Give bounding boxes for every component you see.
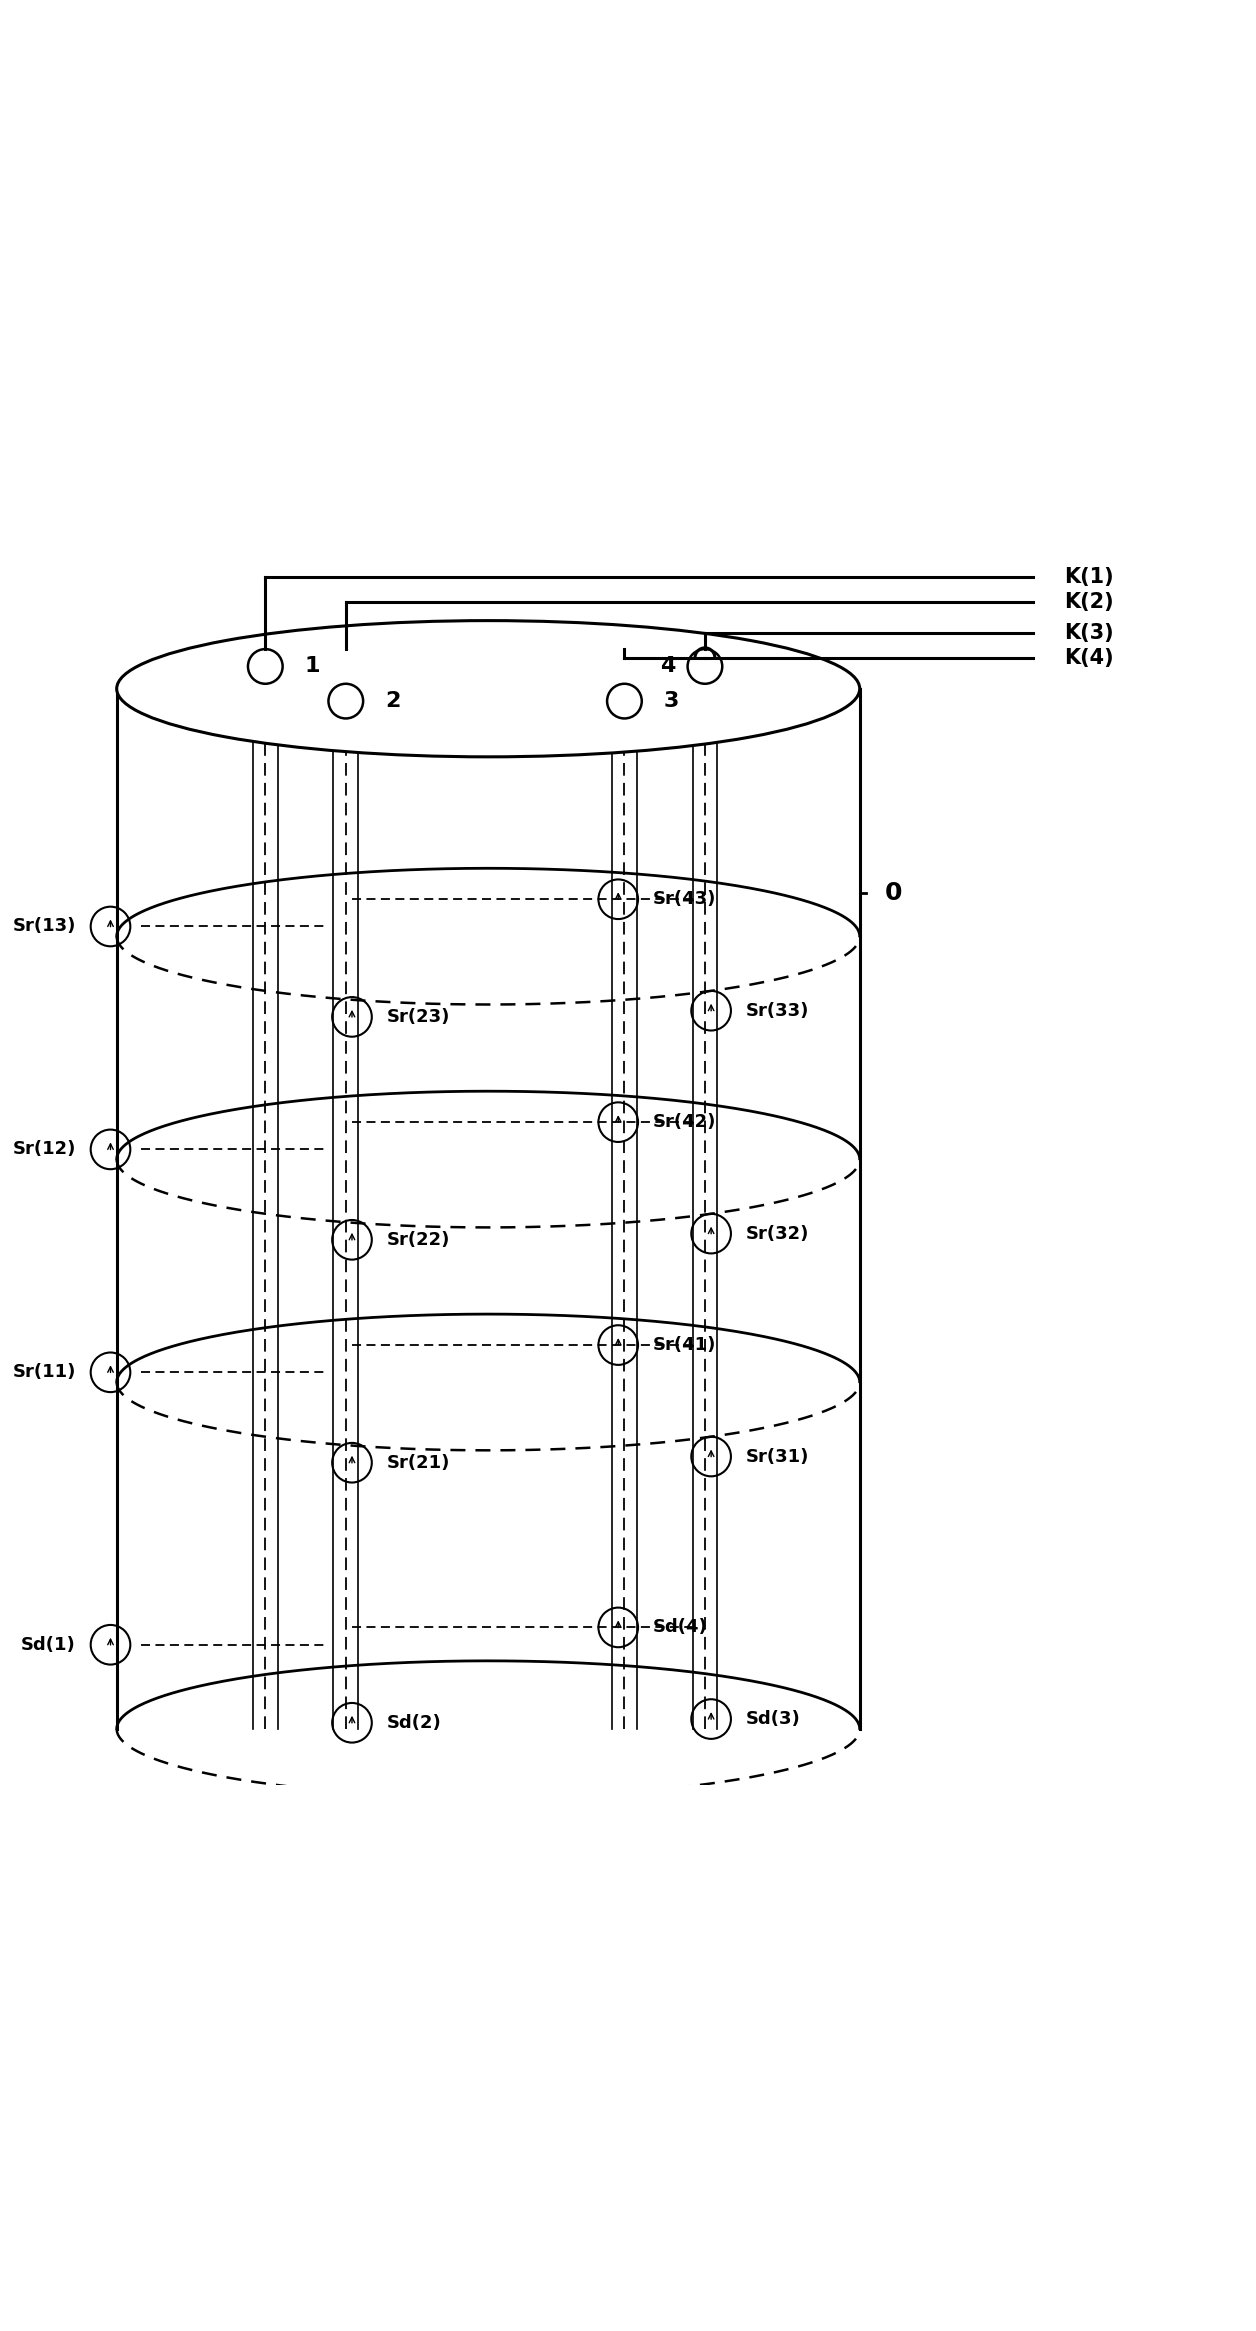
Text: 2: 2: [386, 690, 401, 711]
Text: 4: 4: [659, 657, 676, 676]
Text: Sr(13): Sr(13): [13, 918, 75, 935]
Text: K(4): K(4): [1064, 648, 1114, 667]
Text: Sr(41): Sr(41): [653, 1336, 716, 1354]
Text: Sd(4): Sd(4): [653, 1618, 707, 1636]
Text: Sd(3): Sd(3): [746, 1711, 800, 1727]
Text: Sd(1): Sd(1): [21, 1636, 75, 1653]
Text: Sr(31): Sr(31): [746, 1448, 809, 1466]
Text: K(2): K(2): [1064, 592, 1114, 613]
Text: Sr(22): Sr(22): [387, 1231, 450, 1249]
Text: K(1): K(1): [1064, 566, 1114, 587]
Text: Sr(12): Sr(12): [13, 1140, 75, 1159]
Text: 3: 3: [664, 690, 679, 711]
Text: Sr(33): Sr(33): [746, 1002, 809, 1019]
Ellipse shape: [117, 620, 859, 758]
Text: Sd(2): Sd(2): [387, 1713, 441, 1732]
Text: Sr(43): Sr(43): [653, 890, 716, 909]
Text: Sr(42): Sr(42): [653, 1114, 716, 1131]
Text: 1: 1: [305, 657, 320, 676]
Text: K(3): K(3): [1064, 622, 1114, 643]
Text: Sr(23): Sr(23): [387, 1007, 450, 1026]
Text: 0: 0: [884, 881, 902, 904]
Text: Sr(32): Sr(32): [746, 1224, 809, 1242]
Text: Sr(21): Sr(21): [387, 1455, 450, 1471]
Text: Sr(11): Sr(11): [13, 1364, 75, 1382]
